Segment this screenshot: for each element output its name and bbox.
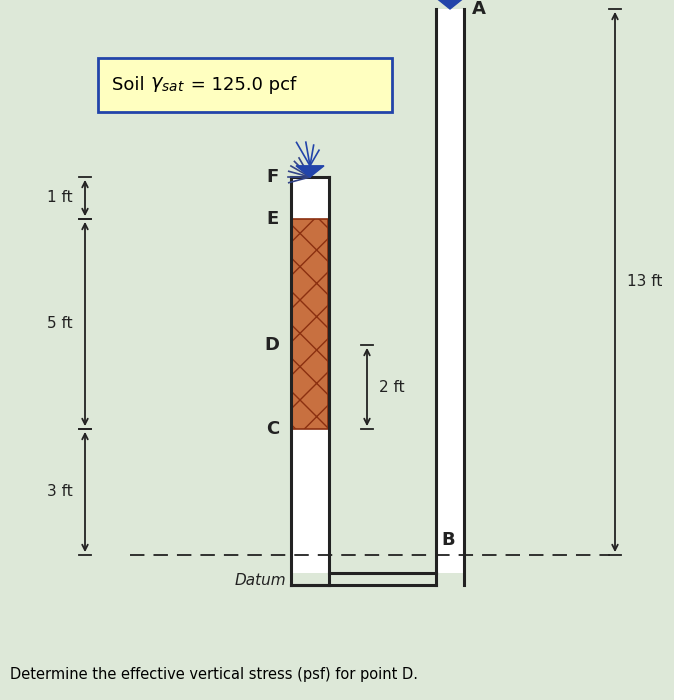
Text: C: C xyxy=(266,420,279,438)
Text: Soil: Soil xyxy=(112,76,150,94)
Bar xyxy=(437,9,463,573)
Text: Determine the effective vertical stress (psf) for point D.: Determine the effective vertical stress … xyxy=(10,667,418,682)
Text: Datum: Datum xyxy=(235,573,286,588)
Text: E: E xyxy=(267,210,279,228)
Text: F: F xyxy=(267,168,279,186)
Polygon shape xyxy=(296,166,324,177)
Bar xyxy=(292,177,328,573)
Text: 3 ft: 3 ft xyxy=(47,484,73,500)
Text: A: A xyxy=(472,0,486,18)
Text: 13 ft: 13 ft xyxy=(627,274,663,290)
Text: 1 ft: 1 ft xyxy=(47,190,73,206)
Text: = 125.0 pcf: = 125.0 pcf xyxy=(185,76,297,94)
FancyBboxPatch shape xyxy=(98,58,392,112)
Text: B: B xyxy=(441,531,455,549)
Text: 2 ft: 2 ft xyxy=(379,379,404,395)
Bar xyxy=(292,219,328,429)
Text: D: D xyxy=(264,336,279,354)
Text: $\gamma_{sat}$: $\gamma_{sat}$ xyxy=(150,76,185,94)
Text: 5 ft: 5 ft xyxy=(47,316,73,332)
Polygon shape xyxy=(436,0,464,9)
